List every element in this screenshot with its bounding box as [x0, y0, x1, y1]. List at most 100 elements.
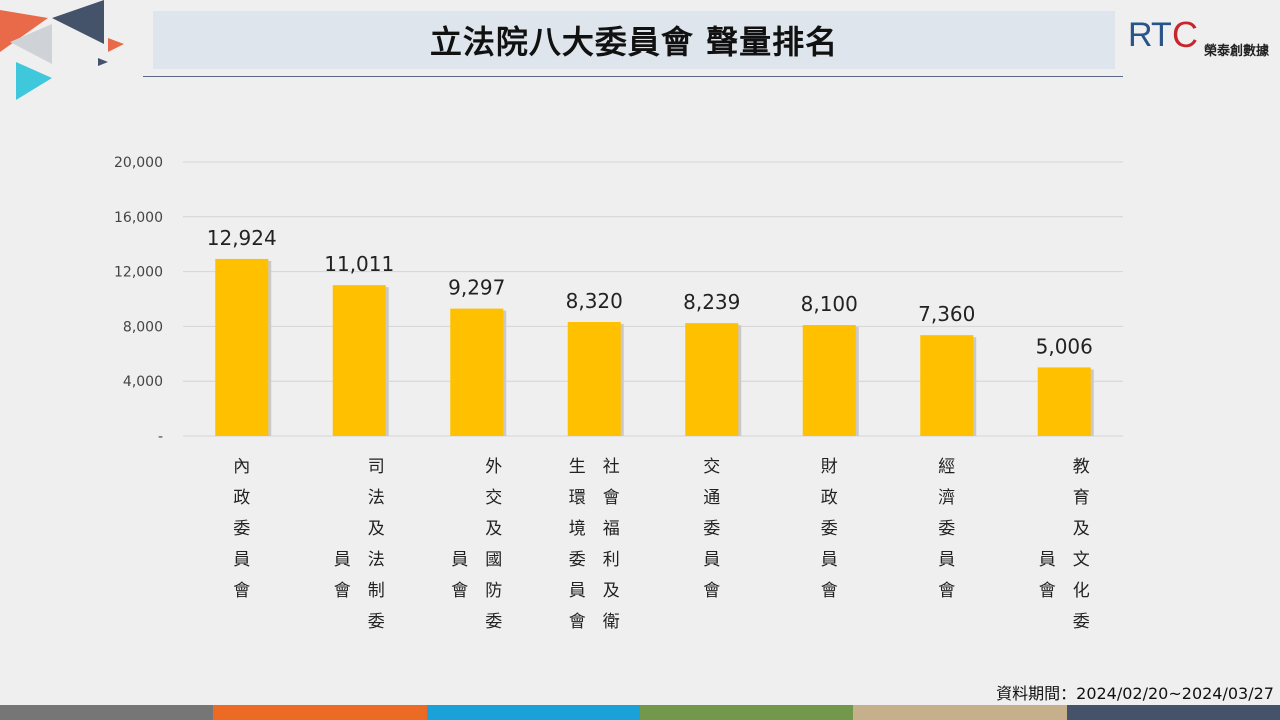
category-label-char: 委 — [569, 550, 586, 570]
footer-segment-green — [639, 705, 854, 720]
x-axis-labels: 內政委員會員會司法及法制委員會外交及國防委生環境委員會社會福利及衛交通委員會財政… — [233, 457, 1090, 632]
bar-chart: - 4,000 8,000 12,000 16,000 20,000 12,924 11,0… — [114, 155, 1123, 632]
category-label-char: 會 — [1039, 581, 1056, 601]
category-label-char: 境 — [569, 519, 586, 539]
category-label-char: 員 — [821, 550, 838, 570]
footer-color-bar — [0, 705, 1280, 720]
bar — [332, 285, 386, 436]
bar — [802, 325, 856, 436]
category-label-char: 員 — [451, 550, 468, 570]
footer-segment-blue — [426, 705, 640, 720]
category-label-char: 員 — [569, 581, 586, 601]
category-label-char: 會 — [451, 581, 468, 601]
category-label-char: 內 — [233, 457, 250, 477]
category-label-char: 政 — [233, 488, 250, 508]
category-label-char: 育 — [1073, 488, 1090, 508]
category-label-char: 委 — [703, 519, 720, 539]
value-label: 8,100 — [801, 292, 858, 316]
deco-triangle-gray — [10, 24, 52, 64]
category-label-char: 委 — [485, 612, 502, 632]
corner-decoration — [0, 0, 124, 100]
category-label-char: 會 — [938, 581, 955, 601]
footer-segment-tan — [853, 705, 1067, 720]
deco-triangle-orange-small — [108, 38, 124, 52]
y-tick-label: 16,000 — [114, 210, 163, 226]
category-label-char: 國 — [485, 550, 502, 570]
category-label-char: 會 — [703, 581, 720, 601]
value-label: 11,011 — [324, 252, 394, 276]
category-label-char: 生 — [569, 457, 586, 477]
category-label-char: 員 — [938, 550, 955, 570]
category-label-char: 員 — [334, 550, 351, 570]
category-label-char: 濟 — [938, 488, 955, 508]
category-label-char: 社 — [603, 457, 620, 477]
chart-bars — [215, 258, 1094, 436]
logo-company-name: 榮泰創數據 — [1204, 44, 1270, 59]
y-tick-label: - — [158, 429, 163, 445]
value-label: 7,360 — [918, 302, 975, 326]
category-label-char: 及 — [368, 519, 385, 539]
category-label-char: 司 — [368, 457, 385, 477]
category-label-char: 會 — [603, 488, 620, 508]
company-logo: RT C 榮泰創數據 — [1128, 12, 1278, 62]
category-label-char: 委 — [938, 519, 955, 539]
deco-triangle-cyan — [16, 62, 52, 100]
category-label-char: 委 — [233, 519, 250, 539]
category-label-char: 及 — [1073, 519, 1090, 539]
y-tick-label: 20,000 — [114, 155, 163, 171]
bar — [920, 335, 974, 436]
value-label: 8,239 — [683, 290, 740, 314]
y-tick-label: 4,000 — [123, 374, 163, 390]
category-label-char: 法 — [368, 550, 385, 570]
chart-gridlines — [183, 161, 1123, 437]
bar — [567, 322, 621, 436]
category-label-char: 經 — [938, 457, 955, 477]
page-title: 立法院八大委員會 聲量排名 — [429, 23, 839, 61]
category-label-char: 及 — [603, 581, 620, 601]
category-label-char: 會 — [821, 581, 838, 601]
value-label: 8,320 — [566, 289, 623, 313]
value-label: 12,924 — [207, 226, 277, 250]
footer-segment-orange — [213, 705, 427, 720]
category-label-char: 化 — [1073, 581, 1090, 601]
deco-triangle-navy-small — [98, 58, 108, 66]
bar — [685, 323, 739, 436]
y-tick-label: 8,000 — [123, 319, 163, 335]
category-label-char: 法 — [368, 488, 385, 508]
category-label-char: 及 — [485, 519, 502, 539]
category-label-char: 會 — [569, 612, 586, 632]
category-label-char: 利 — [603, 550, 620, 570]
category-label-char: 委 — [821, 519, 838, 539]
chart-value-labels: 12,924 11,011 9,297 8,320 8,239 8,100 7,360 5,0… — [207, 226, 1093, 358]
category-label-char: 員 — [703, 550, 720, 570]
category-label-char: 交 — [703, 457, 720, 477]
value-label: 5,006 — [1036, 334, 1093, 358]
category-label-char: 衛 — [603, 612, 620, 632]
logo-mark-rt: RT — [1128, 16, 1172, 54]
category-label-char: 財 — [821, 457, 838, 477]
category-label-char: 防 — [485, 581, 502, 601]
category-label-char: 員 — [233, 550, 250, 570]
category-label-char: 員 — [1039, 550, 1056, 570]
footer-segment-navy — [1066, 705, 1280, 720]
category-label-char: 委 — [368, 612, 385, 632]
category-label-char: 委 — [1073, 612, 1090, 632]
y-axis: - 4,000 8,000 12,000 16,000 20,000 — [114, 155, 163, 445]
bar — [1037, 367, 1091, 436]
y-tick-label: 12,000 — [114, 265, 163, 281]
category-label-char: 交 — [485, 488, 502, 508]
bar — [450, 308, 504, 436]
category-label-char: 文 — [1073, 550, 1090, 570]
category-label-char: 政 — [821, 488, 838, 508]
category-label-char: 環 — [569, 488, 586, 508]
title-divider — [143, 76, 1123, 77]
category-label-char: 會 — [334, 581, 351, 601]
category-label-char: 會 — [233, 581, 250, 601]
deco-triangle-navy — [52, 0, 104, 44]
value-label: 9,297 — [448, 276, 505, 300]
category-label-char: 制 — [368, 581, 385, 601]
footer-segment-gray — [0, 705, 214, 720]
category-label-char: 通 — [703, 488, 720, 508]
data-period-note: 資料期間：2024/02/20~2024/03/27 — [996, 684, 1274, 703]
category-label-char: 外 — [485, 457, 502, 477]
